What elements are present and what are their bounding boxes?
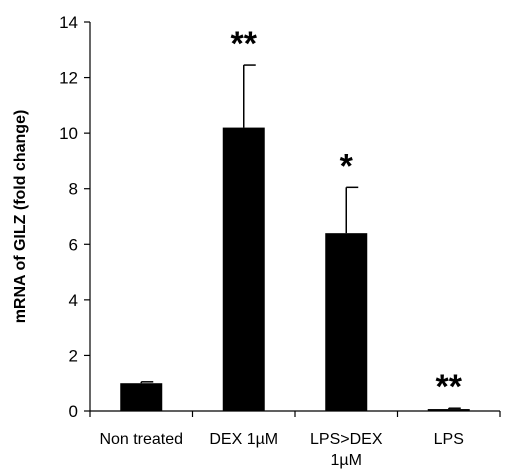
chart-axes: 0 2 4 6 8 10 12 14 — [59, 13, 501, 421]
y-tick-label: 12 — [59, 69, 78, 88]
y-tick-label: 0 — [69, 402, 78, 421]
bar — [427, 409, 470, 411]
bar — [120, 383, 163, 411]
y-tick-label: 8 — [69, 180, 78, 199]
y-tick-label: 4 — [69, 291, 78, 310]
x-tick-label-line: Non treated — [99, 431, 183, 448]
y-tick-label: 10 — [59, 124, 78, 143]
significance-label: ** — [231, 25, 258, 63]
x-tick-label: Non treated — [99, 431, 183, 448]
bar — [325, 233, 368, 411]
y-tick-label: 2 — [69, 346, 78, 365]
significance-label: ** — [436, 368, 463, 406]
bar — [222, 127, 265, 411]
x-tick-label-line: DEX 1µM — [209, 431, 278, 448]
y-tick-label: 6 — [69, 235, 78, 254]
y-tick-label: 14 — [59, 13, 78, 32]
x-tick-label-line: 1µM — [331, 452, 362, 469]
x-tick-label: DEX 1µM — [209, 431, 278, 448]
significance-label: * — [340, 147, 354, 185]
chart-bars — [120, 64, 470, 411]
x-tick-label: LPS — [434, 431, 464, 448]
x-tick-label-line: LPS — [434, 431, 464, 448]
x-tick-label: LPS>DEX 1µM — [310, 431, 383, 469]
chart-labels: Non treated ** DEX 1µM * LPS>DEX 1µM ** LPS — [99, 25, 463, 469]
y-axis-label: mRNA of GILZ (fold change) — [12, 110, 29, 324]
x-tick-label-line: LPS>DEX — [310, 431, 383, 448]
